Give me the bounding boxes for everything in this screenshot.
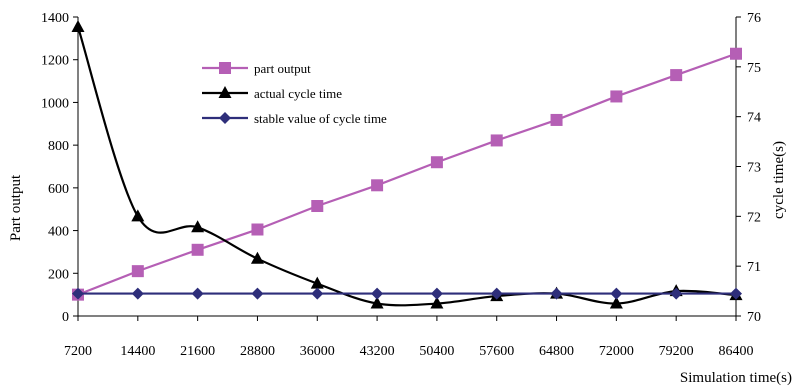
data-point-stable-value-of-cycle-time: [490, 287, 503, 300]
data-point-actual-cycle-time: [71, 19, 85, 32]
data-point-part-output: [311, 200, 324, 213]
data-point-stable-value-of-cycle-time: [191, 287, 204, 300]
right-tick-label: 70: [747, 310, 761, 325]
series-line-part-output: [77, 52, 737, 296]
x-tick-label: 64800: [539, 344, 574, 359]
data-point-part-output: [430, 156, 443, 169]
data-point-part-output: [191, 243, 204, 256]
data-point-stable-value-of-cycle-time: [610, 287, 623, 300]
data-point-stable-value-of-cycle-time: [550, 287, 563, 300]
series-part-output: [72, 47, 742, 301]
data-point-stable-value-of-cycle-time: [371, 287, 384, 300]
x-tick-label: 43200: [360, 344, 395, 359]
data-point-stable-value-of-cycle-time: [730, 287, 742, 300]
legend-item-part-output: part output: [202, 61, 311, 76]
data-point-part-output: [251, 223, 264, 236]
x-tick-label: 72000: [599, 344, 634, 359]
x-tick-label: 36000: [300, 344, 335, 359]
right-tick-label: 75: [747, 61, 761, 76]
data-point-actual-cycle-time: [609, 296, 623, 309]
plot-area: [77, 17, 737, 317]
data-point-part-output: [371, 179, 384, 192]
data-point-actual-cycle-time: [131, 209, 145, 222]
right-axis-title: cycle time(s): [771, 141, 787, 219]
x-tick-label: 28800: [240, 344, 275, 359]
x-tick-label: 50400: [419, 344, 454, 359]
data-point-stable-value-of-cycle-time: [430, 287, 443, 300]
x-axis-title: Simulation time(s): [680, 370, 792, 386]
series-stable-value-of-cycle-time: [72, 287, 742, 300]
left-axis-ticks: 0 200 400 600 800 1000 1200 1400: [41, 11, 78, 325]
x-tick-label: 86400: [719, 344, 754, 359]
left-axis-title: Part output: [8, 174, 24, 241]
x-tick-label: 14400: [120, 344, 155, 359]
left-tick-label: 800: [48, 139, 69, 154]
data-point-actual-cycle-time: [370, 296, 384, 309]
data-point-actual-cycle-time: [191, 220, 205, 233]
data-point-actual-cycle-time: [310, 276, 324, 289]
right-axis-ticks: 70 71 72 73 74 75 76: [736, 11, 761, 325]
right-tick-label: 72: [747, 210, 761, 225]
x-tick-label: 7200: [64, 344, 92, 359]
data-point-stable-value-of-cycle-time: [251, 287, 264, 300]
right-tick-label: 71: [747, 260, 761, 275]
x-tick-label: 21600: [180, 344, 215, 359]
x-tick-label: 57600: [479, 344, 514, 359]
left-tick-label: 1000: [41, 96, 69, 111]
legend: part output actual cycle time stable value…: [202, 61, 387, 126]
series-line-actual-cycle-time: [76, 26, 737, 307]
legend-marker: [218, 86, 232, 98]
legend-item-stable-value-of-cycle-time: stable value of cycle time: [202, 111, 387, 126]
x-tick-label: 79200: [659, 344, 694, 359]
left-tick-label: 0: [62, 310, 69, 325]
series-layer: [71, 19, 743, 309]
data-point-part-output: [670, 69, 683, 82]
legend-marker: [219, 112, 231, 124]
left-tick-label: 600: [48, 182, 69, 197]
legend-label: stable value of cycle time: [254, 111, 387, 126]
right-tick-label: 74: [747, 111, 761, 126]
series-actual-cycle-time: [71, 19, 743, 309]
legend-label: actual cycle time: [254, 86, 342, 101]
data-point-stable-value-of-cycle-time: [670, 287, 683, 300]
data-point-part-output: [550, 113, 563, 126]
left-tick-label: 400: [48, 225, 69, 240]
data-point-stable-value-of-cycle-time: [311, 287, 324, 300]
left-tick-label: 1200: [41, 54, 69, 69]
data-point-part-output: [610, 90, 623, 103]
data-point-stable-value-of-cycle-time: [131, 287, 144, 300]
data-point-part-output: [490, 134, 503, 147]
left-tick-label: 1400: [41, 11, 69, 26]
left-tick-label: 200: [48, 267, 69, 282]
legend-marker: [219, 62, 231, 74]
legend-item-actual-cycle-time: actual cycle time: [202, 86, 342, 101]
legend-label: part output: [254, 61, 311, 76]
right-tick-label: 76: [747, 11, 761, 26]
data-point-part-output: [131, 265, 144, 278]
x-axis-ticks: 7200 14400 21600 28800 36000 43200 50400 57600 6…: [64, 316, 754, 359]
data-point-stable-value-of-cycle-time: [72, 287, 84, 300]
right-tick-label: 73: [747, 161, 761, 176]
data-point-actual-cycle-time: [250, 251, 264, 264]
data-point-actual-cycle-time: [430, 296, 444, 309]
data-point-part-output: [730, 47, 742, 60]
